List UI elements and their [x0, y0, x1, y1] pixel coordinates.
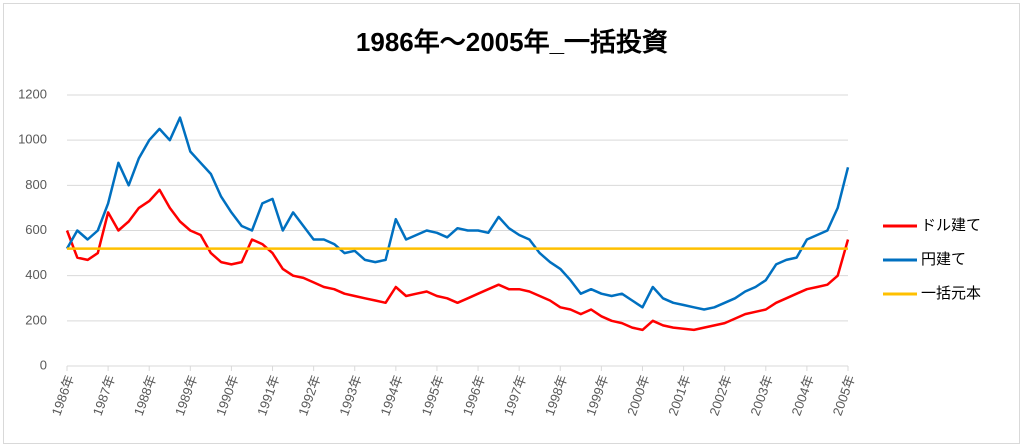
chart-frame	[3, 3, 1020, 444]
chart-title: 1986年～2005年_一括投資	[356, 27, 668, 57]
legend-label: 円建て	[921, 251, 966, 268]
y-tick-label: 200	[25, 312, 47, 327]
legend-label: 一括元本	[921, 285, 981, 302]
y-tick-label: 600	[25, 222, 47, 237]
legend-label: ドル建て	[921, 217, 981, 234]
y-tick-label: 800	[25, 177, 47, 192]
line-series	[65, 116, 850, 311]
y-tick-label: 1000	[18, 132, 47, 147]
y-tick-label: 0	[40, 357, 47, 372]
y-tick-label: 1200	[18, 86, 47, 101]
y-tick-label: 400	[25, 267, 47, 282]
line-series	[65, 188, 850, 332]
